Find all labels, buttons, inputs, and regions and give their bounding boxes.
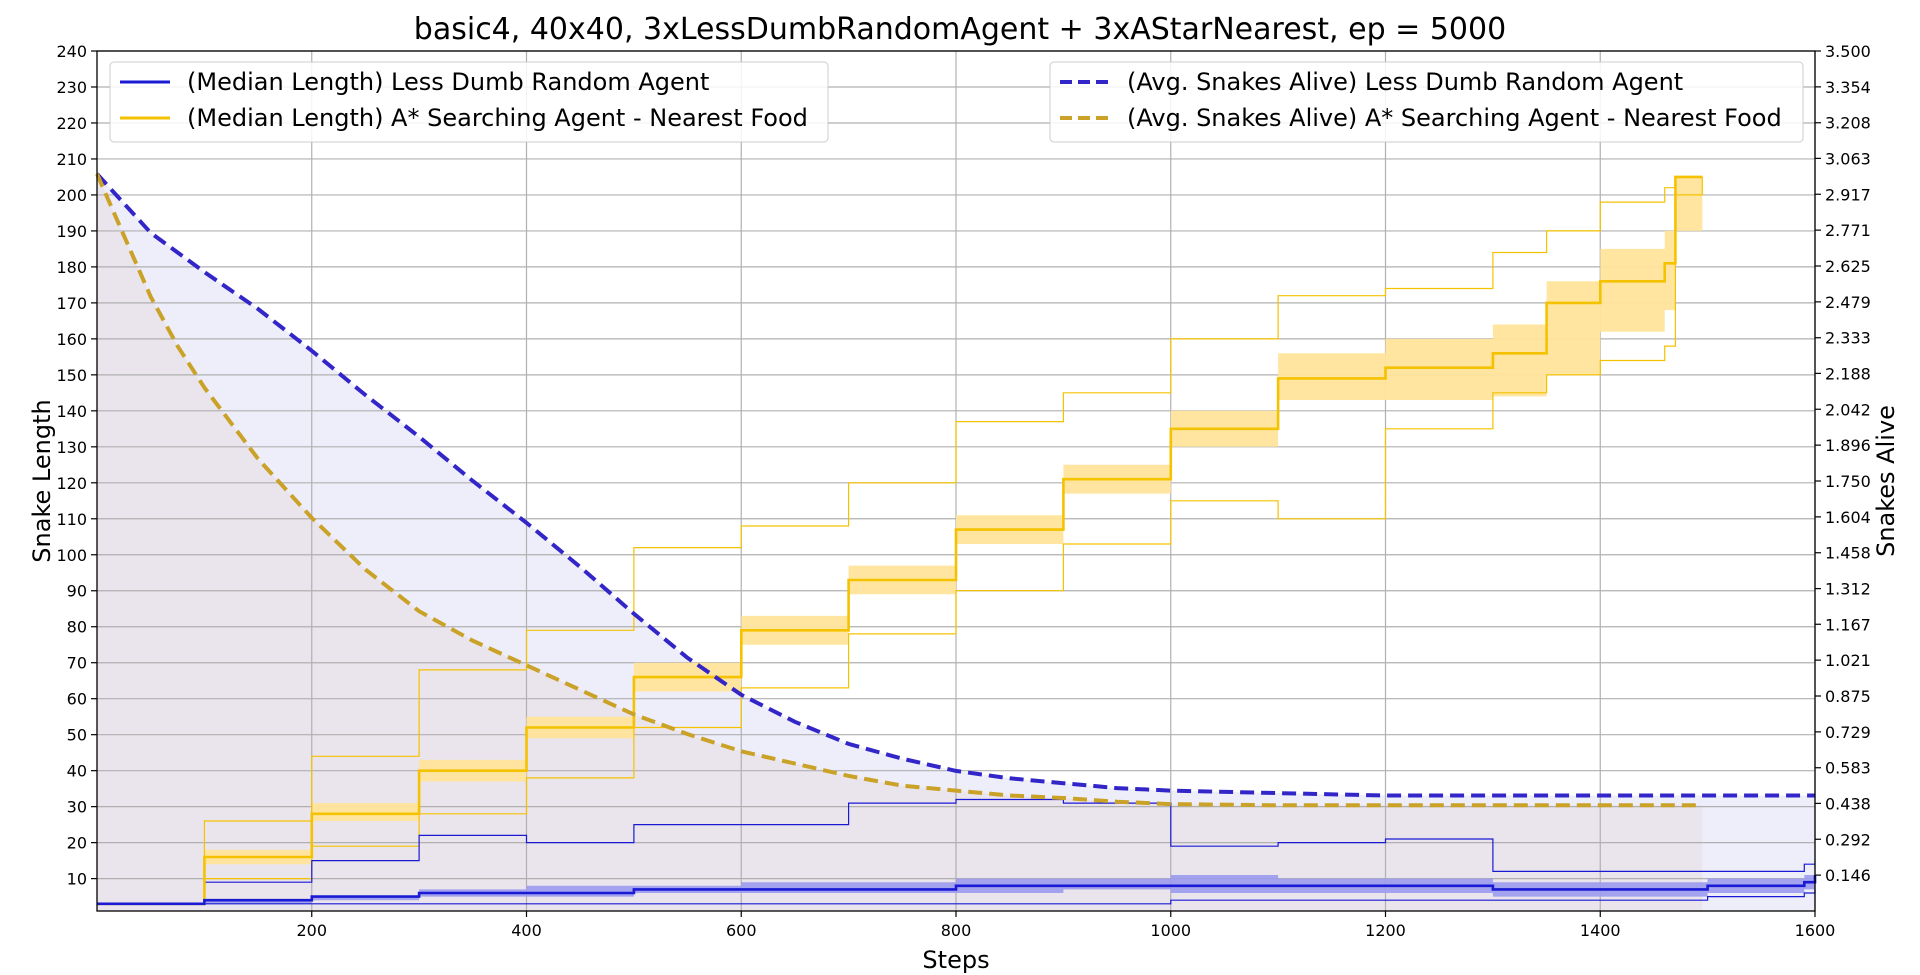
legend-entry-random-length: (Median Length) Less Dumb Random Agent: [187, 68, 709, 96]
line-astar-median: [97, 175, 1703, 906]
y2-tick-label: 0.729: [1825, 723, 1871, 742]
y-tick-label: 90: [67, 582, 87, 601]
line-random-alive: [95, 172, 1815, 798]
plot-area: [95, 50, 1817, 912]
chart-title: basic4, 40x40, 3xLessDumbRandomAgent + 3…: [414, 12, 1506, 47]
x-tick-label: 600: [726, 921, 757, 940]
y-tick-label: 170: [56, 294, 87, 313]
line-random-min: [97, 889, 1816, 905]
y2-tick-label: 2.479: [1825, 293, 1871, 312]
legend-snakes-alive: (Avg. Snakes Alive) Less Dumb Random Age…: [1049, 61, 1804, 143]
x-tick-label: 1000: [1150, 921, 1191, 940]
y2-tick-label: 1.458: [1825, 544, 1871, 563]
y2-tick-label: 3.208: [1825, 114, 1871, 133]
y-tick-label: 140: [56, 402, 87, 421]
y-tick-label: 40: [67, 762, 87, 781]
y2-tick-label: 0.146: [1825, 866, 1871, 885]
y2-tick-label: 3.500: [1825, 42, 1871, 61]
y-axis-ticks: 10 20 30 40 50 60 70 80 90 100 110 120 130 140 150 160 1…: [56, 42, 97, 889]
line-astar-alive: [95, 173, 1703, 808]
y-tick-label: 60: [67, 690, 87, 709]
legend-left-box: [109, 61, 829, 143]
y2-tick-label: 2.188: [1825, 364, 1871, 383]
y-tick-label: 200: [56, 186, 87, 205]
y2-tick-label: 3.354: [1825, 78, 1871, 97]
y2-tick-label: 2.917: [1825, 185, 1871, 204]
y2-tick-label: 2.771: [1825, 221, 1871, 240]
y2-tick-label: 1.750: [1825, 472, 1871, 491]
alive-area-astar: [97, 173, 1703, 911]
y2-tick-label: 2.625: [1825, 257, 1871, 276]
x-tick-label: 800: [941, 921, 972, 940]
legend-entry-random-alive: (Avg. Snakes Alive) Less Dumb Random Age…: [1127, 68, 1683, 96]
y-tick-label: 220: [56, 114, 87, 133]
y2-tick-label: 0.292: [1825, 830, 1871, 849]
y-tick-label: 130: [56, 438, 87, 457]
y2-tick-label: 0.875: [1825, 687, 1871, 706]
y-axis-label: Snake Length: [28, 399, 56, 562]
line-layer: [95, 172, 1817, 906]
legend-right-box: [1049, 61, 1804, 143]
band-astar-iqr: [97, 176, 1703, 904]
y2-tick-label: 2.042: [1825, 400, 1871, 419]
y-tick-label: 150: [56, 366, 87, 385]
y-tick-label: 50: [67, 726, 87, 745]
y2-tick-label: 1.604: [1825, 508, 1871, 527]
y-tick-label: 70: [67, 654, 87, 673]
y-tick-label: 180: [56, 258, 87, 277]
legend-median-length: (Median Length) Less Dumb Random Agent (…: [109, 61, 829, 143]
y-tick-label: 110: [56, 510, 87, 529]
y-tick-label: 190: [56, 222, 87, 241]
line-astar-max: [97, 176, 1703, 905]
y-tick-label: 230: [56, 78, 87, 97]
line-random-median: [97, 875, 1817, 906]
y2-tick-label: 0.583: [1825, 759, 1871, 778]
y2-tick-label: 1.896: [1825, 436, 1871, 455]
y2-tick-label: 2.333: [1825, 329, 1871, 348]
y-tick-label: 20: [67, 834, 87, 853]
y-tick-label: 80: [67, 618, 87, 637]
legend-entry-astar-length: (Median Length) A* Searching Agent - Nea…: [187, 104, 808, 132]
y2-axis-ticks: 0.146 0.292 0.438 0.583 0.729 0.875 1.021 1.167…: [1815, 42, 1871, 885]
x-axis-label: Steps: [922, 946, 989, 974]
y2-tick-label: 1.312: [1825, 580, 1871, 599]
legend-entry-astar-alive: (Avg. Snakes Alive) A* Searching Agent -…: [1127, 104, 1782, 132]
y2-tick-label: 1.021: [1825, 651, 1871, 670]
x-tick-label: 200: [296, 921, 327, 940]
y-tick-label: 30: [67, 798, 87, 817]
line-random-max: [97, 798, 1815, 905]
x-axis-ticks: 200 400 600 800 1000 1200 1400 1600: [296, 911, 1835, 940]
x-tick-label: 400: [511, 921, 542, 940]
y-tick-label: 160: [56, 330, 87, 349]
y2-axis-label: Snakes Alive: [1872, 405, 1900, 557]
y-tick-label: 10: [67, 870, 87, 889]
x-tick-label: 1600: [1795, 921, 1836, 940]
x-tick-label: 1200: [1365, 921, 1406, 940]
x-tick-label: 1400: [1580, 921, 1621, 940]
y-tick-label: 240: [56, 42, 87, 61]
y2-tick-label: 3.063: [1825, 149, 1871, 168]
y2-tick-label: 0.438: [1825, 794, 1871, 813]
y-tick-label: 210: [56, 150, 87, 169]
y-tick-label: 120: [56, 474, 87, 493]
y2-tick-label: 1.167: [1825, 615, 1871, 634]
y-tick-label: 100: [56, 546, 87, 565]
